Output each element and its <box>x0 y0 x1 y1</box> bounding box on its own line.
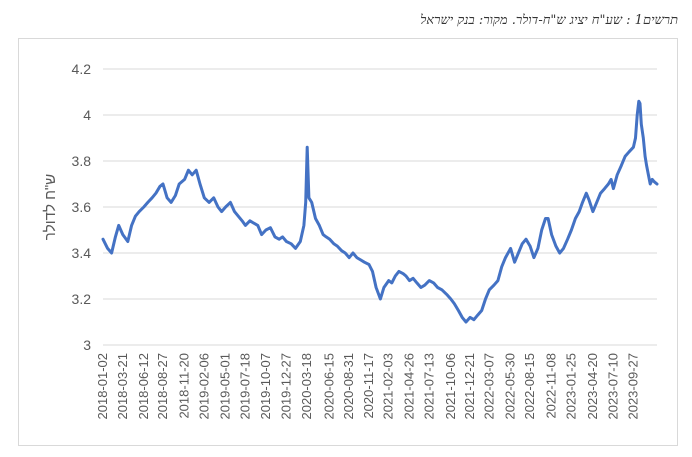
y-tick-label: 3.6 <box>72 199 92 215</box>
x-tick-label: 2018-01-02 <box>95 353 110 420</box>
x-tick-label: 2020-08-31 <box>341 353 356 420</box>
x-tick-label: 2020-06-15 <box>322 353 337 420</box>
chart-frame: 3 3.2 3.4 3.6 3.8 4 4.2 2018-01-02 2018-03-21 20… <box>18 38 678 446</box>
x-tick-label: 2023-01-25 <box>563 353 578 420</box>
x-tick-label: 2022-11-08 <box>544 353 559 419</box>
x-tick-label: 2020-11-17 <box>361 353 376 419</box>
y-axis-tick-labels: 3 3.2 3.4 3.6 3.8 4 4.2 <box>72 61 92 353</box>
x-tick-label: 2021-07-13 <box>421 353 436 420</box>
x-tick-label: 2021-04-26 <box>402 353 417 420</box>
x-tick-label: 2020-03-18 <box>299 353 314 420</box>
x-axis-tick-labels: 2018-01-02 2018-03-21 2018-06-12 2018-08-27… <box>95 353 640 420</box>
y-axis-label: ש"ח לדולר <box>42 174 59 240</box>
x-tick-label: 2023-04-20 <box>585 353 600 420</box>
x-tick-label: 2019-10-07 <box>258 353 273 420</box>
series-layer <box>101 99 659 324</box>
x-tick-label: 2018-03-21 <box>115 353 130 420</box>
y-tick-label: 3.2 <box>72 291 92 307</box>
x-tick-label: 2023-07-10 <box>605 353 620 420</box>
line-chart: 33.23.43.63.844.2 2018-01-02 2018-03-21 20… <box>42 61 659 420</box>
x-tick-label: 2019-05-01 <box>218 353 233 420</box>
x-tick-label: 2022-08-15 <box>522 353 537 420</box>
x-tick-label: 2021-12-21 <box>462 353 477 420</box>
x-tick-label: 2021-10-06 <box>443 353 458 420</box>
y-tick-label: 3.4 <box>72 245 92 261</box>
x-tick-label: 2019-07-18 <box>237 353 252 420</box>
series-line-0 <box>101 99 659 324</box>
x-tick-label: 2018-08-27 <box>155 353 170 420</box>
y-tick-label: 3.8 <box>72 153 92 169</box>
x-tick-label: 2019-12-27 <box>278 353 293 420</box>
x-tick-label: 2023-09-27 <box>625 353 640 420</box>
y-tick-label: 4.2 <box>72 61 92 77</box>
x-tick-label: 2019-02-06 <box>196 353 211 420</box>
gridlines <box>103 68 657 346</box>
chart-caption: תרשים1 : שע"ח יציג ש"ח-דולר. מקור: בנק י… <box>420 13 678 28</box>
y-tick-label: 4 <box>83 107 91 123</box>
x-tick-label: 2022-03-07 <box>481 353 496 420</box>
x-tick-label: 2018-06-12 <box>136 353 151 420</box>
x-tick-label: 2021-02-03 <box>381 353 396 420</box>
x-tick-label: 2018-11-20 <box>177 353 192 419</box>
y-tick-label: 3 <box>83 337 91 353</box>
x-tick-label: 2022-05-30 <box>503 353 518 420</box>
